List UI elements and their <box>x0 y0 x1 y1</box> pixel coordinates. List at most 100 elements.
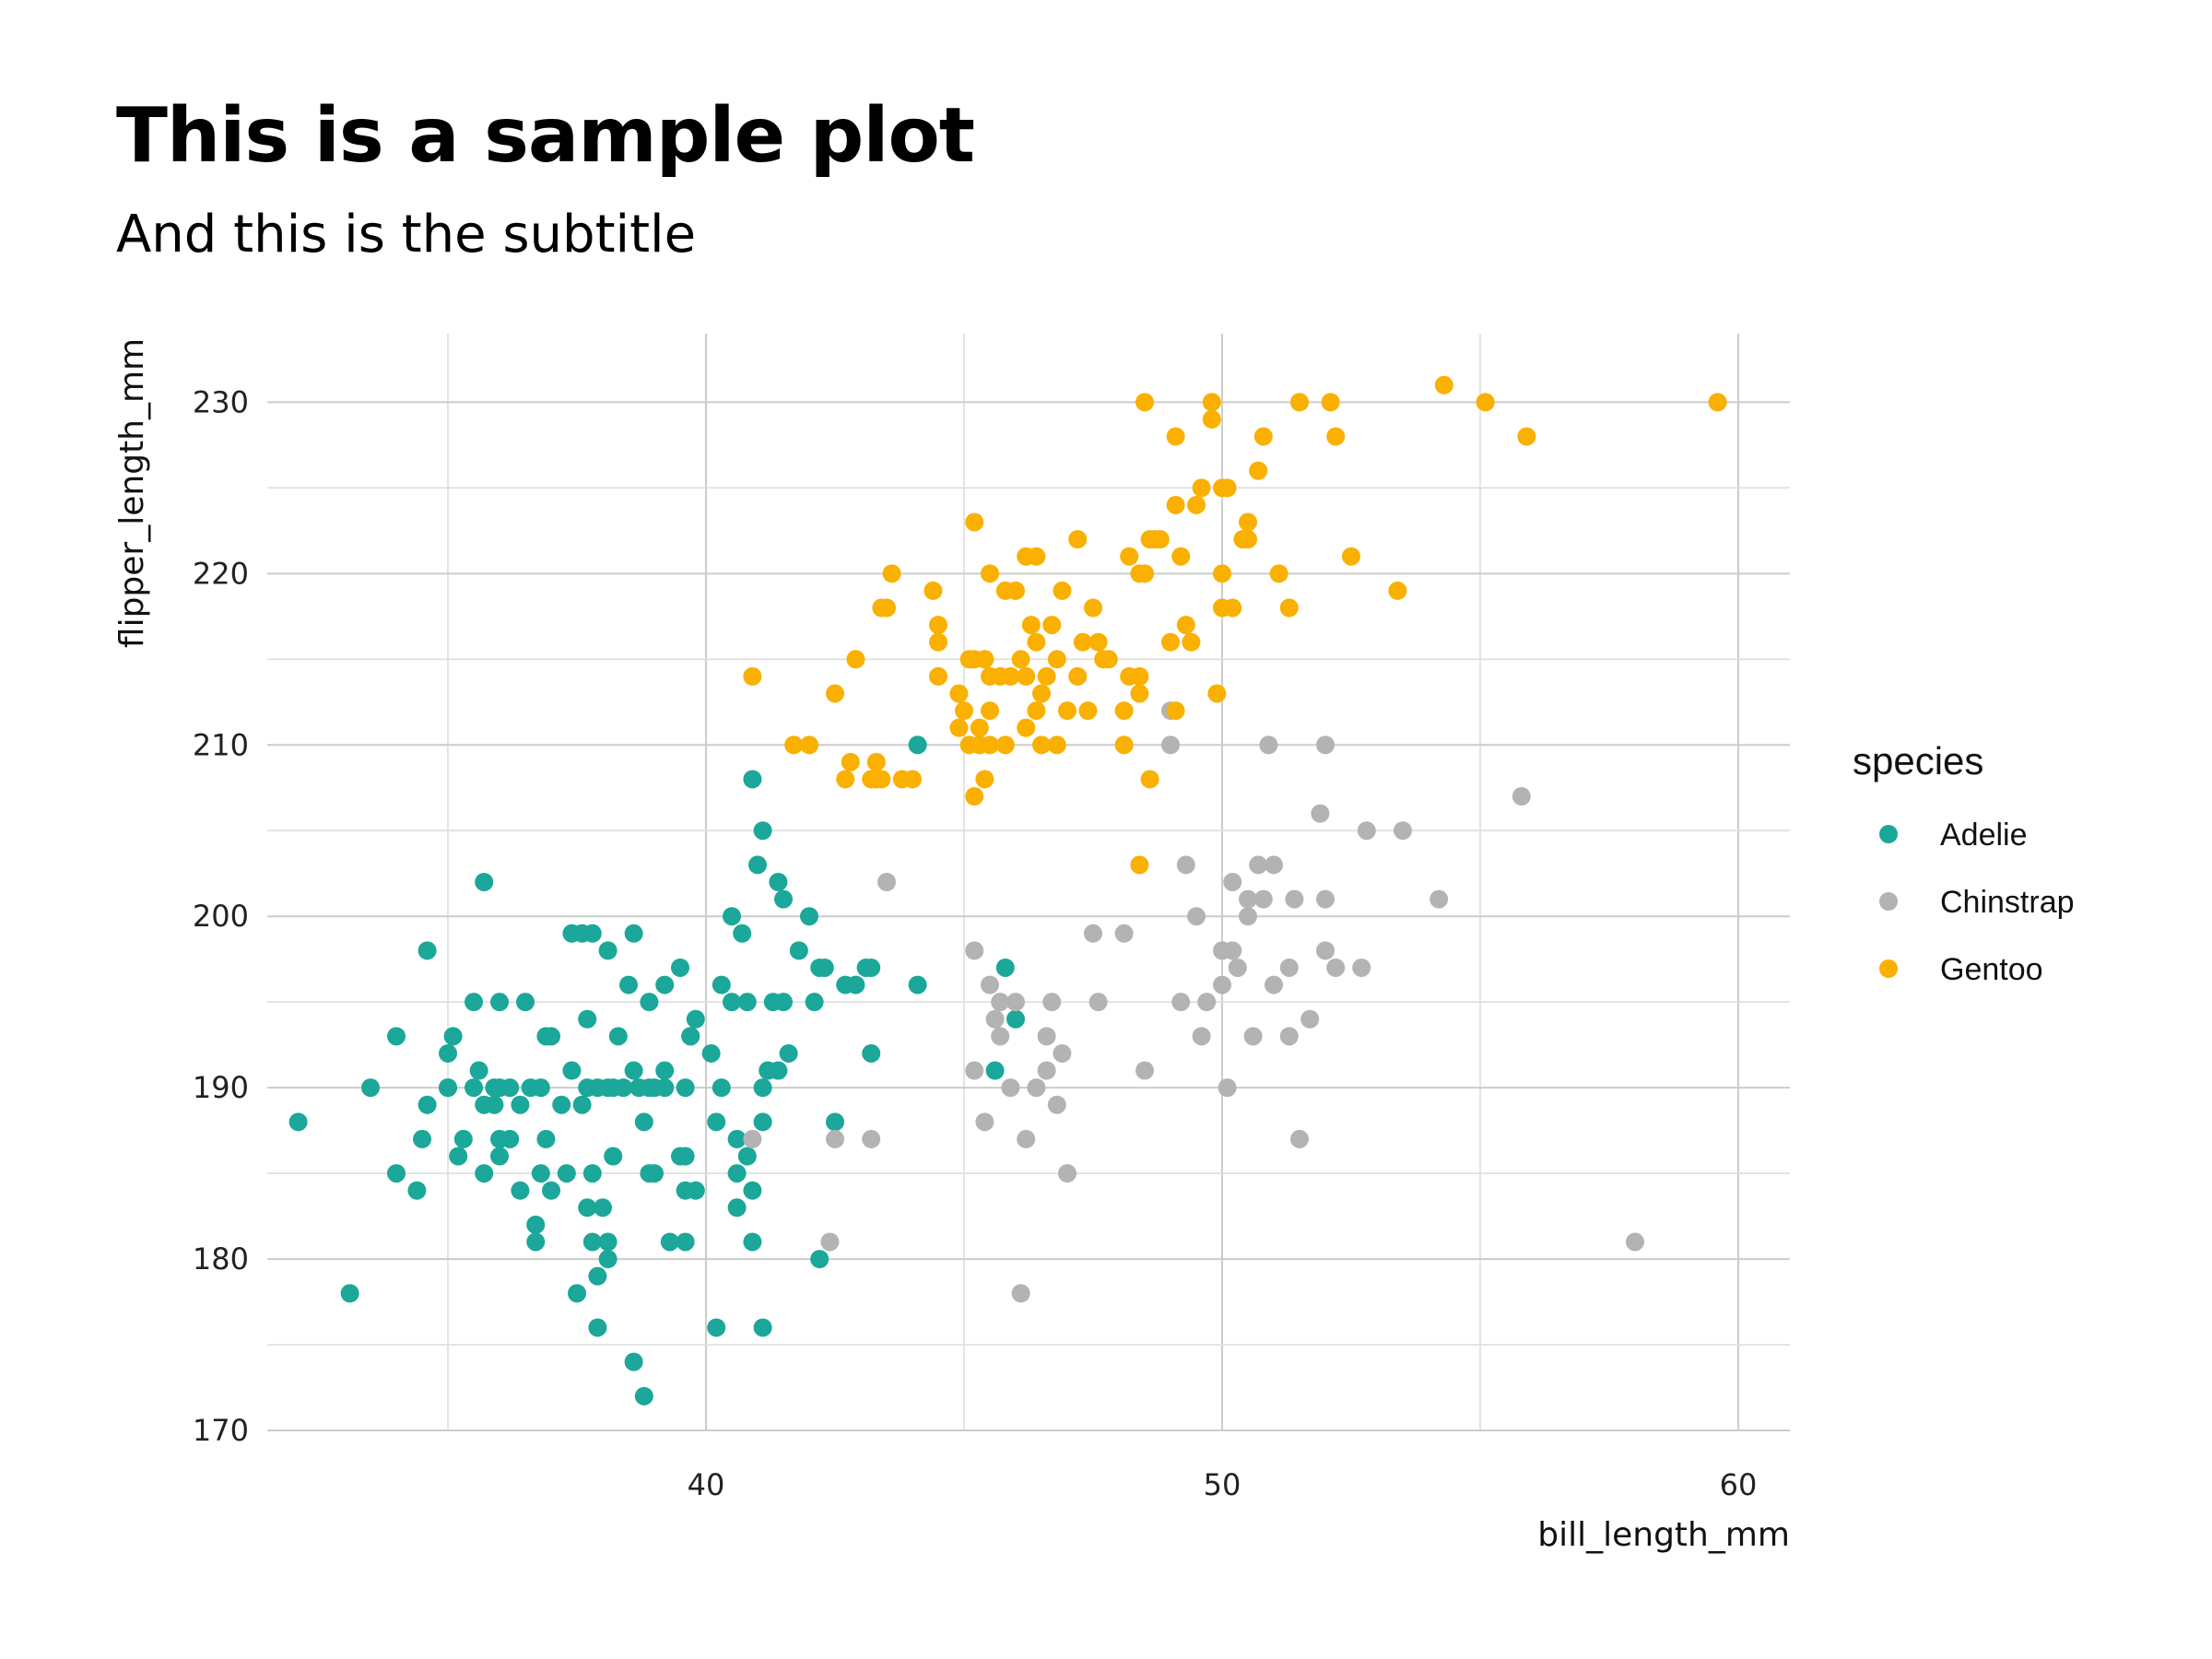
data-point-gentoo <box>949 718 969 737</box>
data-point-adelie <box>743 770 762 789</box>
data-point-chinstrap <box>1058 1164 1077 1183</box>
data-point-gentoo <box>1068 530 1088 549</box>
data-point-adelie <box>753 1078 772 1098</box>
data-point-chinstrap <box>1135 1061 1154 1080</box>
data-point-adelie <box>582 924 602 943</box>
data-point-chinstrap <box>820 1232 840 1252</box>
data-point-adelie <box>727 1164 747 1183</box>
data-point-gentoo <box>1047 650 1066 669</box>
data-point-adelie <box>723 993 741 1012</box>
data-point-adelie <box>810 958 830 977</box>
data-point-gentoo <box>1279 598 1299 618</box>
data-point-gentoo <box>1001 666 1020 686</box>
data-point-adelie <box>634 1112 653 1132</box>
data-point-gentoo <box>1017 666 1036 686</box>
x-tick-label: 50 <box>1204 1467 1241 1502</box>
data-point-chinstrap <box>1259 735 1278 755</box>
data-point-adelie <box>640 1164 659 1183</box>
data-point-gentoo <box>1032 684 1051 703</box>
data-point-adelie <box>640 993 659 1012</box>
x-axis-label: bill_length_mm <box>1537 1516 1790 1554</box>
data-point-adelie <box>743 1181 762 1200</box>
data-point-adelie <box>531 1078 550 1098</box>
data-point-gentoo <box>1269 564 1288 583</box>
data-point-adelie <box>511 1181 530 1200</box>
y-tick-label: 190 <box>193 1070 249 1105</box>
data-point-adelie <box>723 907 741 926</box>
data-point-adelie <box>908 735 927 755</box>
data-point-adelie <box>562 1061 582 1080</box>
data-point-chinstrap <box>743 1129 762 1148</box>
data-point-chinstrap <box>1265 975 1283 994</box>
data-point-gentoo <box>841 752 860 771</box>
data-point-adelie <box>598 1232 618 1252</box>
legend: species Adelie Chinstrap Gentoo <box>1853 739 2075 987</box>
data-point-chinstrap <box>1001 1078 1020 1098</box>
data-point-gentoo <box>1253 427 1273 446</box>
data-point-adelie <box>608 1027 628 1046</box>
data-point-chinstrap <box>1326 958 1346 977</box>
data-point-gentoo <box>949 684 969 703</box>
data-point-chinstrap <box>1430 889 1449 909</box>
data-point-adelie <box>634 1386 653 1406</box>
data-point-chinstrap <box>965 1061 984 1080</box>
data-point-adelie <box>707 1112 726 1132</box>
data-point-gentoo <box>784 735 804 755</box>
data-point-gentoo <box>1166 495 1185 514</box>
data-point-gentoo <box>1290 393 1309 412</box>
data-point-adelie <box>681 1027 700 1046</box>
data-point-gentoo <box>1249 461 1268 480</box>
data-point-adelie <box>443 1027 463 1046</box>
data-point-gentoo <box>981 564 999 583</box>
data-point-adelie <box>582 1232 602 1252</box>
data-point-gentoo <box>1239 530 1257 549</box>
data-point-gentoo <box>981 701 999 721</box>
data-point-adelie <box>624 1352 643 1371</box>
data-point-gentoo <box>970 718 989 737</box>
data-point-chinstrap <box>1017 1129 1036 1148</box>
data-point-chinstrap <box>985 1009 1005 1029</box>
data-point-chinstrap <box>826 1129 844 1148</box>
data-point-adelie <box>676 1232 695 1252</box>
data-point-adelie <box>810 1250 830 1269</box>
data-point-adelie <box>361 1078 380 1098</box>
data-point-gentoo <box>800 735 818 755</box>
data-point-gentoo <box>929 666 947 686</box>
y-tick-label: 170 <box>193 1413 249 1448</box>
data-point-gentoo <box>1517 427 1536 446</box>
data-point-gentoo <box>1068 666 1088 686</box>
data-point-adelie <box>676 1078 695 1098</box>
legend-key-chinstrap <box>1879 892 1898 911</box>
data-point-adelie <box>578 1078 597 1098</box>
data-point-gentoo <box>866 770 886 789</box>
data-point-gentoo <box>1032 735 1051 755</box>
data-point-adelie <box>449 1147 468 1166</box>
data-point-chinstrap <box>1053 1043 1072 1063</box>
data-point-adelie <box>490 1147 509 1166</box>
data-point-gentoo <box>1321 393 1340 412</box>
data-point-adelie <box>614 1078 633 1098</box>
data-point-adelie <box>779 1043 798 1063</box>
data-point-gentoo <box>1027 547 1046 566</box>
data-point-adelie <box>407 1181 427 1200</box>
data-point-adelie <box>598 941 618 960</box>
data-point-gentoo <box>1187 495 1206 514</box>
data-point-chinstrap <box>981 975 999 994</box>
data-point-adelie <box>826 1112 844 1132</box>
data-point-gentoo <box>965 787 984 806</box>
data-point-adelie <box>753 1112 772 1132</box>
data-point-adelie <box>439 1078 457 1098</box>
data-point-adelie <box>655 975 675 994</box>
data-point-gentoo <box>1114 701 1134 721</box>
data-point-adelie <box>995 958 1015 977</box>
data-point-gentoo <box>1027 701 1046 721</box>
data-point-chinstrap <box>991 993 1010 1012</box>
data-point-adelie <box>985 1061 1005 1080</box>
data-point-adelie <box>588 1318 607 1337</box>
data-point-adelie <box>862 1043 881 1063</box>
data-point-adelie <box>469 1061 488 1080</box>
data-point-chinstrap <box>1114 924 1134 943</box>
data-point-adelie <box>619 975 638 994</box>
data-point-chinstrap <box>1239 889 1257 909</box>
